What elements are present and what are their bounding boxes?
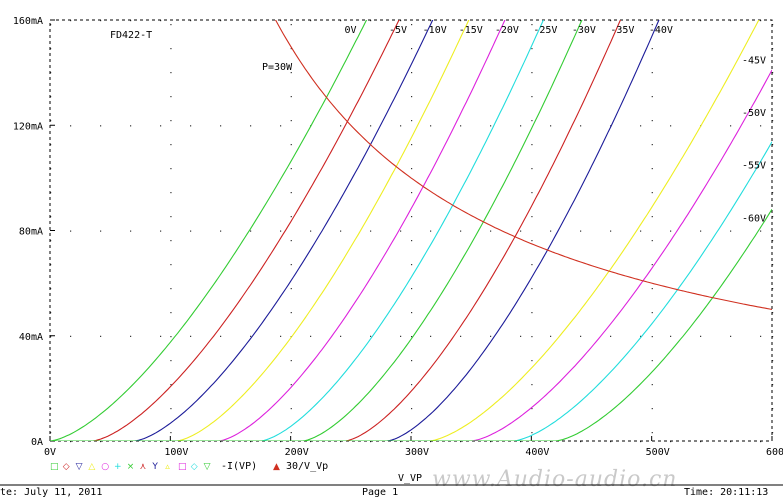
y-tick-label: 80mA: [19, 227, 43, 238]
plate-curve-minus50v: [50, 69, 772, 441]
legend-marker: ▽: [76, 462, 83, 472]
legend-marker: ◇: [63, 462, 70, 472]
plate-curve-minus40v: [50, 20, 660, 441]
plate-curve-minus35v: [50, 20, 622, 441]
legend-marker: Y: [151, 462, 158, 472]
plate-curve-minus5v: [50, 20, 400, 441]
legend-marker: ○: [101, 462, 109, 472]
plate-curves: [50, 20, 772, 441]
power-curve-label: P=30W: [262, 62, 293, 73]
footer-date: te: July 11, 2011: [0, 487, 102, 498]
plate-curve-minus25v: [50, 20, 545, 441]
curve-label: -55V: [742, 161, 766, 172]
curve-label: -25V: [533, 25, 557, 36]
legend-marker: ⋏: [140, 462, 147, 472]
legend-marker: △: [88, 462, 95, 472]
curve-label: -40V: [649, 25, 673, 36]
plate-curve-0v: [50, 20, 368, 441]
curve-label: -35V: [610, 25, 634, 36]
legend-marker: □: [178, 462, 187, 472]
curve-label: -45V: [742, 55, 766, 66]
x-tick-label: 400V: [525, 447, 549, 458]
plate-curve-minus60v: [50, 209, 772, 441]
x-tick-label: 200V: [285, 447, 309, 458]
x-tick-label: 100V: [164, 447, 188, 458]
chart-title: FD422-T: [110, 30, 152, 41]
curve-label: 0V: [344, 25, 356, 36]
legend-marker: +: [114, 462, 122, 472]
legend-markers: □ ◇ ▽ △ ○ + × ⋏ Y ▵ □ ◇ ▽: [50, 462, 211, 472]
y-tick-label: 40mA: [19, 332, 43, 343]
power-curve-30w: [274, 20, 772, 310]
x-tick-label: 300V: [405, 447, 429, 458]
x-tick-label: 600V: [766, 447, 783, 458]
y-tick-label: 160mA: [13, 16, 43, 27]
x-axis-label: V_VP: [398, 473, 422, 484]
x-axis-tick-labels: 0V 100V 200V 300V 400V 500V 600V: [44, 447, 783, 458]
legend-marker: ◇: [191, 462, 198, 472]
curve-label: -50V: [742, 108, 766, 119]
plot-frame: [49, 19, 773, 442]
legend-marker: ×: [127, 462, 135, 472]
power-legend-label: 30/V_Vp: [286, 461, 328, 472]
footer-page: Page 1: [362, 487, 398, 498]
y-tick-label: 120mA: [13, 121, 43, 132]
curve-label: -20V: [495, 25, 519, 36]
watermark-text: www.Audio-audio.cn: [432, 467, 677, 492]
power-dissipation-curve: [274, 20, 772, 310]
plate-curve-minus20v: [50, 20, 506, 441]
legend-marker: ▽: [204, 462, 211, 472]
curve-label: -10V: [423, 25, 447, 36]
plate-curve-minus15v: [50, 20, 470, 441]
curve-label: -15V: [459, 25, 483, 36]
grid-dots: [50, 20, 774, 443]
curve-label: -60V: [742, 213, 766, 224]
legend-marker: □: [50, 462, 59, 472]
plate-curve-minus30v: [50, 20, 583, 441]
curve-label: -30V: [572, 25, 596, 36]
plate-curve-minus10v: [50, 20, 434, 441]
legend-marker: ▵: [165, 462, 170, 472]
x-tick-label: 500V: [646, 447, 670, 458]
curve-labels: 0V -5V -10V -15V -20V -25V -30V -35V -40V -45V -50…: [344, 25, 766, 224]
y-tick-label: 0A: [31, 437, 43, 448]
plate-curve-minus45v: [50, 20, 760, 441]
power-legend-marker: ▲: [273, 462, 280, 472]
x-tick-label: 0V: [44, 447, 56, 458]
footer-time: Time: 20:11:13: [684, 487, 768, 498]
curve-label: -5V: [389, 25, 407, 36]
legend-series-label: -I(VP): [221, 461, 257, 472]
y-axis-tick-labels: 0A 40mA 80mA 120mA 160mA: [13, 16, 43, 448]
legend: □ ◇ ▽ △ ○ + × ⋏ Y ▵ □ ◇ ▽ -I(VP) ▲ 30/V_Vp: [50, 461, 328, 472]
plate-curve-minus55v: [50, 141, 772, 441]
